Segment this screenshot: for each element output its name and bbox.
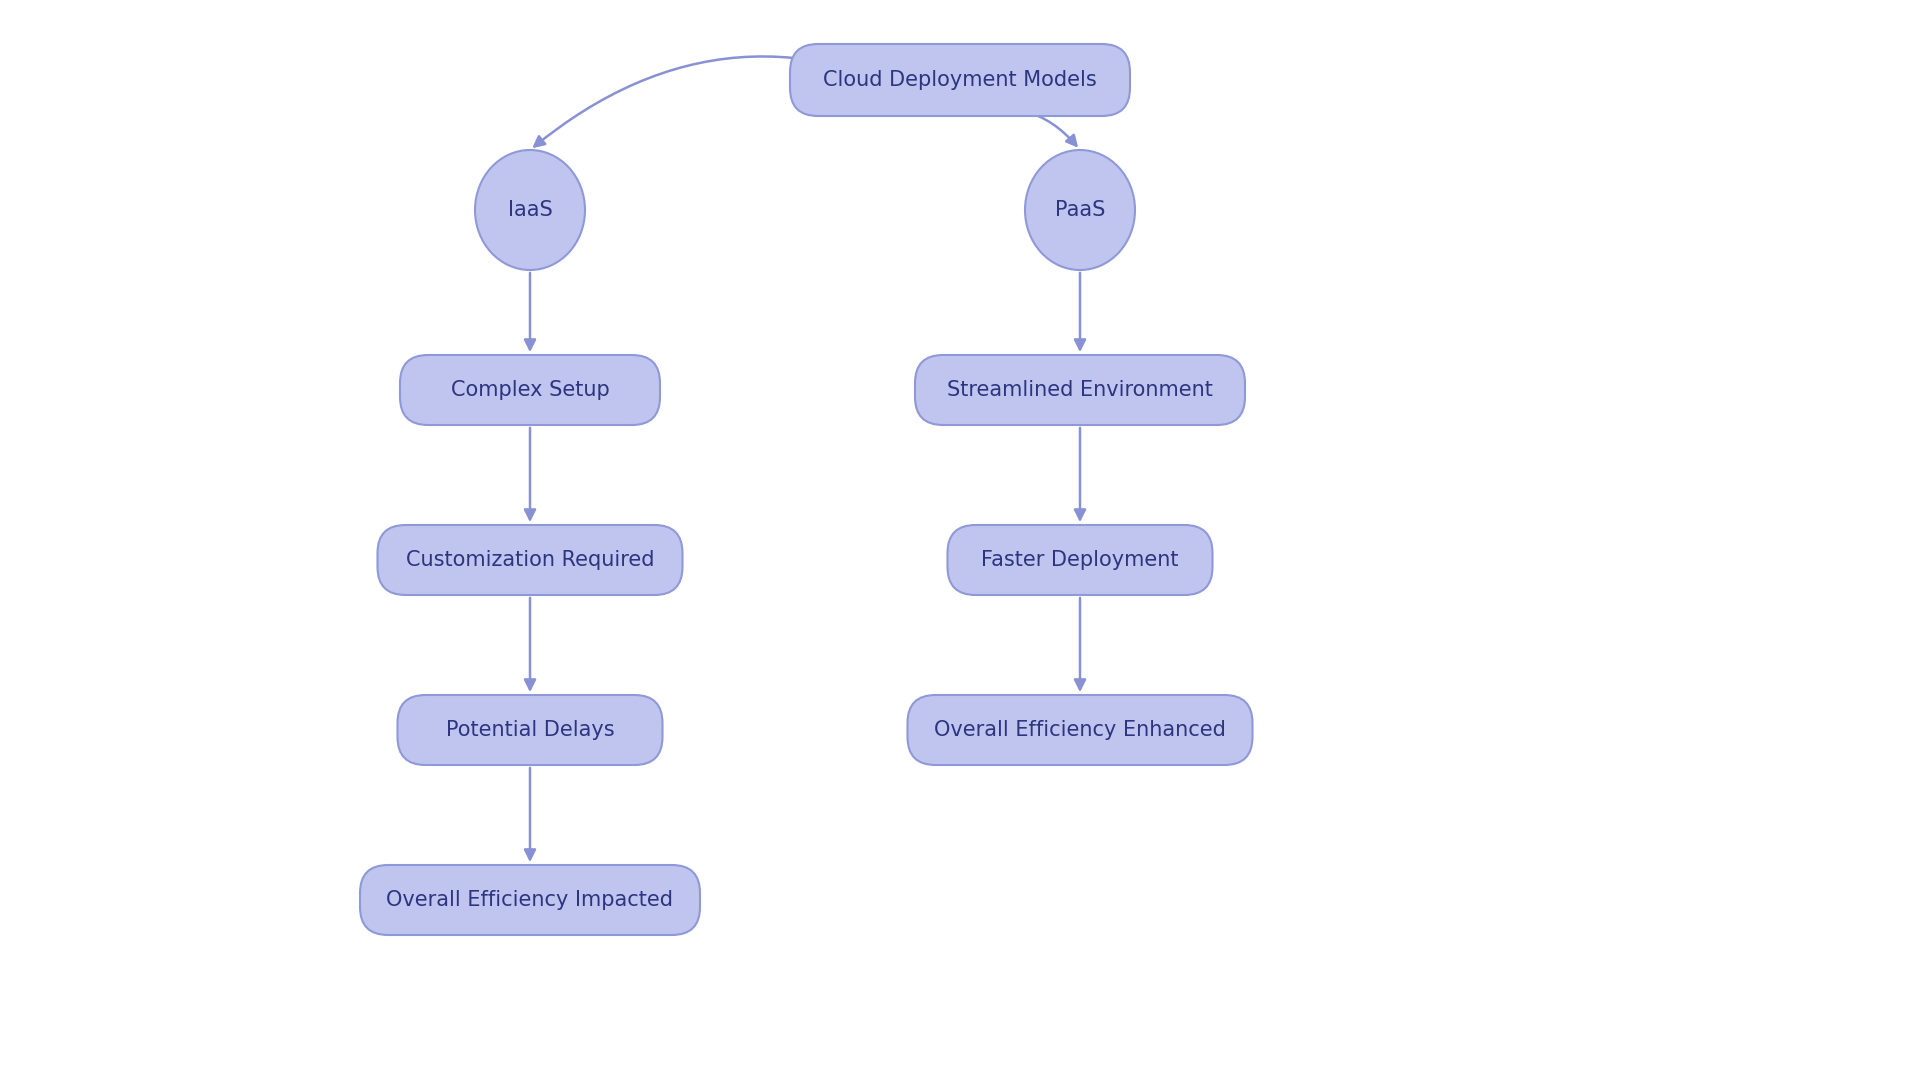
Text: Streamlined Environment: Streamlined Environment	[947, 380, 1213, 400]
Text: Complex Setup: Complex Setup	[451, 380, 609, 400]
FancyBboxPatch shape	[399, 355, 660, 426]
Text: Cloud Deployment Models: Cloud Deployment Models	[824, 70, 1096, 90]
FancyBboxPatch shape	[916, 355, 1244, 426]
FancyBboxPatch shape	[361, 865, 701, 935]
FancyBboxPatch shape	[789, 44, 1131, 116]
Text: Faster Deployment: Faster Deployment	[981, 550, 1179, 570]
Ellipse shape	[1025, 150, 1135, 270]
FancyBboxPatch shape	[378, 525, 682, 595]
Text: Overall Efficiency Impacted: Overall Efficiency Impacted	[386, 890, 674, 910]
FancyBboxPatch shape	[908, 696, 1252, 765]
FancyBboxPatch shape	[947, 525, 1213, 595]
Text: PaaS: PaaS	[1054, 200, 1106, 220]
Text: Customization Required: Customization Required	[405, 550, 655, 570]
Text: Overall Efficiency Enhanced: Overall Efficiency Enhanced	[933, 720, 1227, 740]
FancyBboxPatch shape	[397, 696, 662, 765]
Text: IaaS: IaaS	[507, 200, 553, 220]
Text: Potential Delays: Potential Delays	[445, 720, 614, 740]
Ellipse shape	[474, 150, 586, 270]
